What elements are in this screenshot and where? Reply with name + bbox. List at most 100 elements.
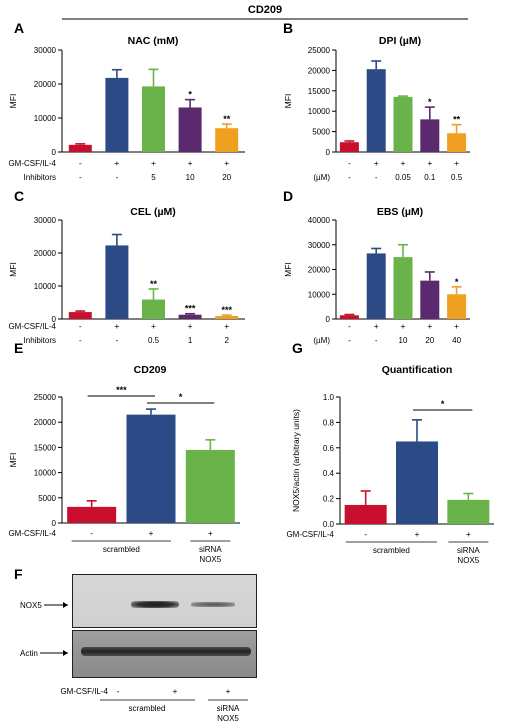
y-tick-label: 25000 xyxy=(34,393,57,402)
group-label: scrambled xyxy=(373,546,410,555)
treatment-row-label: (µM) xyxy=(313,173,330,182)
treatment-cell: + xyxy=(173,686,178,696)
group-label: NOX5 xyxy=(199,555,221,564)
treatment-row-label: GM-CSF/IL-4 xyxy=(60,687,108,696)
y-tick-label: 20000 xyxy=(308,266,331,275)
dose-cell: 20 xyxy=(425,336,434,345)
bar xyxy=(420,119,440,152)
chart-title: CEL (µM) xyxy=(130,206,176,218)
dose-cell: - xyxy=(375,173,378,182)
bar xyxy=(393,257,413,319)
bar xyxy=(447,499,490,524)
bar xyxy=(68,144,92,152)
y-tick-label: 30000 xyxy=(34,46,57,55)
y-tick-label: 20000 xyxy=(34,80,57,89)
bar xyxy=(215,316,239,319)
y-tick-label: 10000 xyxy=(34,282,57,291)
dose-cell: 5 xyxy=(151,173,156,182)
dose-cell: - xyxy=(348,336,351,345)
y-tick-label: 15000 xyxy=(34,443,57,452)
y-axis-label: NOX5/actin (arbitrary units) xyxy=(291,409,301,512)
dose-cell: - xyxy=(116,336,119,345)
dose-cell: 1 xyxy=(188,336,193,345)
treatment-cell: + xyxy=(114,158,119,168)
panel-letter: A xyxy=(14,20,24,36)
significance-marker: ** xyxy=(223,114,231,124)
treatment-row-label: GM-CSF/IL-4 xyxy=(286,530,334,539)
group-label: siRNA xyxy=(217,704,240,713)
nox5-band xyxy=(131,601,179,608)
treatment-cell: + xyxy=(374,158,379,168)
y-tick-label: 10000 xyxy=(34,114,57,123)
bar xyxy=(185,449,235,523)
y-tick-label: 0 xyxy=(326,148,331,157)
treatment-row-label: GM-CSF/IL-4 xyxy=(8,322,56,331)
treatment-row-label: Inhibitors xyxy=(24,173,56,182)
chart-title: EBS (µM) xyxy=(377,206,423,218)
treatment-cell: - xyxy=(364,529,367,539)
treatment-cell: + xyxy=(415,529,420,539)
bar xyxy=(393,96,413,152)
band-label-actin: Actin xyxy=(20,649,38,658)
y-tick-label: 0 xyxy=(52,519,57,528)
y-tick-label: 0.4 xyxy=(323,469,335,478)
bar xyxy=(68,312,92,319)
band-arrow-head xyxy=(63,650,68,656)
bar xyxy=(142,86,165,152)
y-tick-label: 0.6 xyxy=(323,444,335,453)
panel-letter: B xyxy=(283,20,293,36)
y-axis-label: MFI xyxy=(283,94,293,109)
western-blot-actin xyxy=(72,630,257,678)
bar xyxy=(344,504,387,524)
panel-letter: G xyxy=(292,340,303,356)
group-label: siRNA xyxy=(199,545,222,554)
y-tick-label: 20000 xyxy=(34,418,57,427)
dose-cell: 0.5 xyxy=(451,173,463,182)
dose-cell: - xyxy=(348,173,351,182)
treatment-cell: + xyxy=(374,321,379,331)
dose-cell: 40 xyxy=(452,336,461,345)
treatment-cell: + xyxy=(226,686,231,696)
significance-marker: * xyxy=(455,277,459,287)
bar xyxy=(105,245,129,319)
dose-cell: - xyxy=(79,173,82,182)
y-tick-label: 30000 xyxy=(308,241,331,250)
bar xyxy=(366,69,386,152)
actin-band xyxy=(81,647,251,656)
band-label-nox5: NOX5 xyxy=(20,601,42,610)
bar xyxy=(366,253,386,319)
group-label: NOX5 xyxy=(457,556,479,565)
treatment-cell: + xyxy=(427,158,432,168)
y-tick-label: 0 xyxy=(52,148,57,157)
group-label: NOX5 xyxy=(217,714,239,723)
treatment-cell: + xyxy=(224,321,229,331)
dose-cell: 10 xyxy=(399,336,408,345)
panel-letter: E xyxy=(14,340,23,356)
group-label: siRNA xyxy=(457,546,480,555)
treatment-cell: + xyxy=(188,321,193,331)
significance-marker: ** xyxy=(150,279,158,289)
y-tick-label: 15000 xyxy=(308,87,331,96)
treatment-row-label: GM-CSF/IL-4 xyxy=(8,529,56,538)
bar xyxy=(178,314,202,319)
chart-title: DPI (µM) xyxy=(379,35,421,47)
significance-marker: ** xyxy=(453,115,461,125)
chart-title: Quantification xyxy=(382,364,453,376)
bar xyxy=(105,77,129,152)
y-tick-label: 10000 xyxy=(34,469,57,478)
panel-letter: C xyxy=(14,188,24,204)
y-tick-label: 0.2 xyxy=(323,495,335,504)
y-tick-label: 0 xyxy=(52,315,57,324)
group-label: scrambled xyxy=(129,704,166,713)
bar xyxy=(420,280,440,319)
significance-marker: * xyxy=(188,90,192,100)
y-tick-label: 0.8 xyxy=(323,418,335,427)
treatment-cell: + xyxy=(151,321,156,331)
bar xyxy=(339,142,359,152)
y-tick-label: 20000 xyxy=(34,249,57,258)
treatment-cell: - xyxy=(117,686,120,696)
bar xyxy=(396,441,438,524)
y-axis-label: MFI xyxy=(283,262,293,277)
chart-title: NAC (mM) xyxy=(128,35,179,47)
